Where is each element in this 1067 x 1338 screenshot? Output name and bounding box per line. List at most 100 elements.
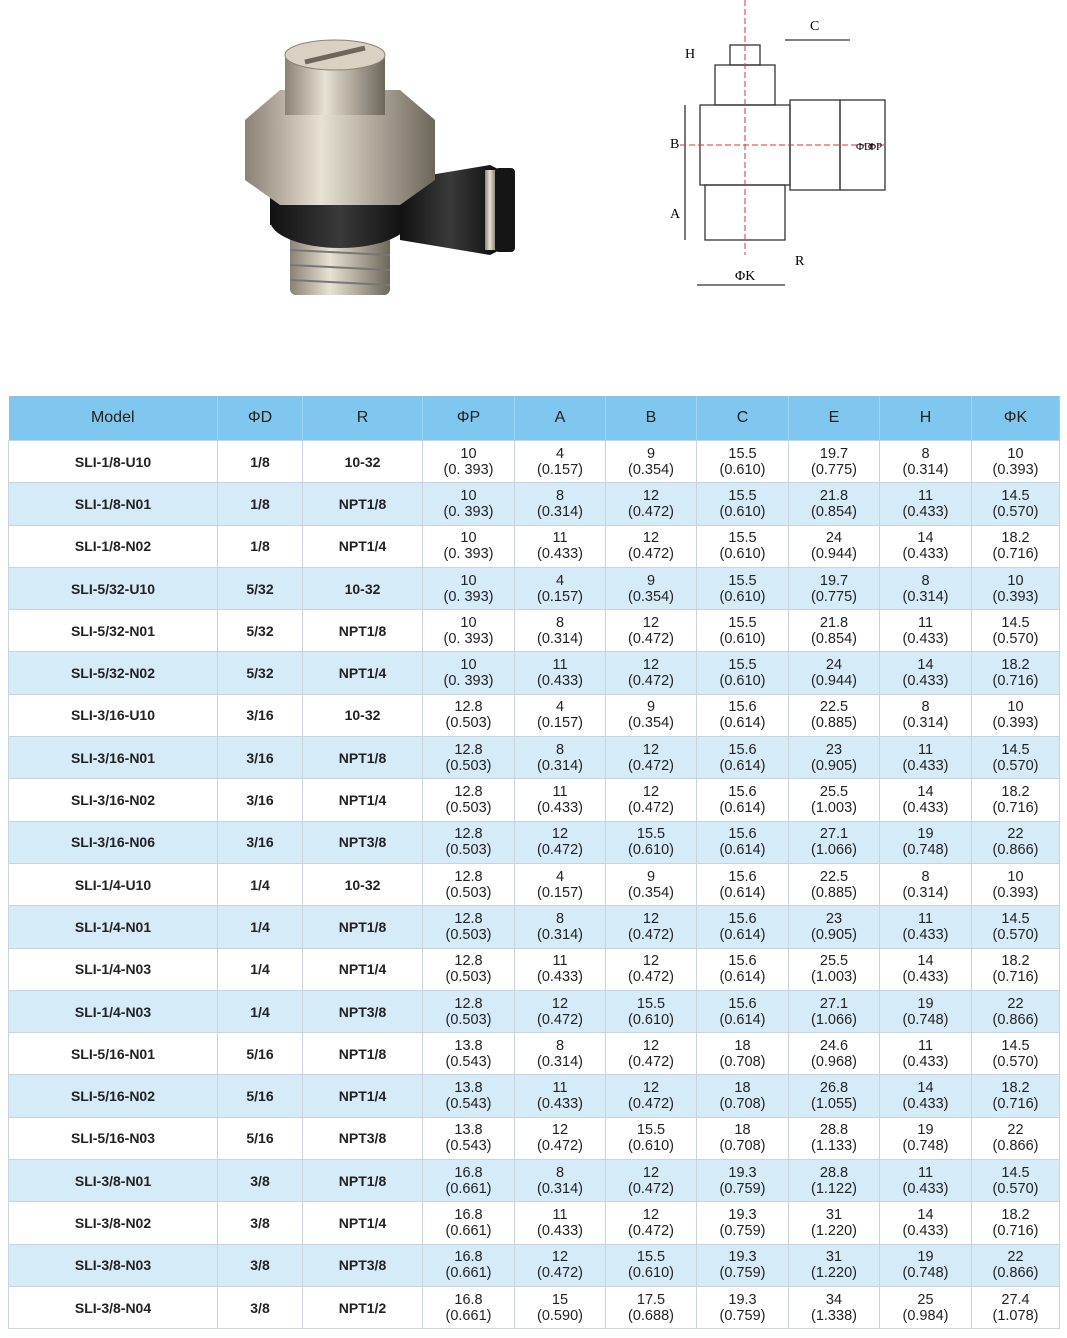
value-inch: (0.472)	[628, 969, 674, 986]
table-row: SLI-1/4-N03 1/4 NPT3/8 12.8 (0.503) 12 (0.472)…	[8, 989, 1060, 1034]
value-inch: (0.393)	[992, 588, 1039, 605]
table-row: SLI-3/16-N01 3/16 NPT1/8 12.8 (0.503) 8 (0.314…	[8, 736, 1060, 780]
value-inch: (0.854)	[811, 503, 857, 520]
cell-c: 15.6 (0.614)	[696, 736, 789, 780]
value-inch: (0.543)	[445, 1138, 492, 1155]
table-row: SLI-1/4-U10 1/4 10-32 12.8 (0.503) 4 (0.157) 9(…	[8, 862, 1060, 907]
cell-b: 12 (0.472)	[605, 524, 697, 568]
cell-b: 9 (0.354)	[605, 566, 697, 611]
table-row: SLI-3/16-U10 3/16 10-32 12.8 (0.503) 4 (0.157)…	[8, 693, 1060, 738]
value-mm: 28.8	[819, 1122, 849, 1139]
value-mm: 18	[734, 1122, 751, 1139]
value-inch: (0.748)	[902, 1138, 949, 1155]
value-inch: (0.614)	[719, 1011, 766, 1028]
value-mm: 15.5	[636, 995, 666, 1012]
value-inch: (0.570)	[992, 503, 1039, 520]
value-inch: (0.570)	[992, 1180, 1039, 1197]
cell-r: NPT1/8	[302, 1032, 423, 1076]
cell-c: 15.6 (0.614)	[696, 947, 789, 991]
value-mm: 22	[1007, 826, 1024, 843]
value-mm: 13.8	[454, 1037, 483, 1054]
value-mm: 19.3	[728, 1249, 757, 1266]
value-inch: (0.716)	[992, 1096, 1039, 1113]
value-mm: 14.5	[1001, 741, 1030, 758]
cell-model: SLI-1/8-N02	[8, 524, 218, 568]
value-mm: 19.3	[728, 1291, 757, 1308]
value-inch: (0.354)	[628, 884, 674, 901]
value-mm: 15.5	[636, 826, 666, 843]
value-mm: 12	[642, 1080, 660, 1097]
cell-c: 15.5 (0.610)	[696, 524, 789, 568]
value-inch: (0.866)	[992, 1265, 1039, 1282]
value-inch: (0.905)	[811, 757, 857, 774]
value-inch: (0.759)	[719, 1265, 766, 1282]
value-inch: (0.472)	[628, 757, 674, 774]
value-mm: 34	[825, 1291, 843, 1308]
value-mm: 21.8	[819, 614, 849, 631]
value-mm: 14	[917, 1080, 934, 1097]
value-mm: 18.2	[1001, 953, 1030, 970]
value-inch: (0.472)	[628, 1096, 674, 1113]
table-row: SLI-5/32-U10 5/32 10-32 10 (0. 393) 4 (0.157) 9…	[8, 566, 1060, 611]
cell-model: SLI-5/32-N02	[8, 651, 218, 695]
value-inch: (0.503)	[445, 800, 492, 817]
value-inch: (0.503)	[445, 715, 492, 732]
cell-a: 11 (0.433)	[514, 524, 606, 568]
header-k: ΦK	[971, 396, 1060, 441]
value-mm: 10	[1007, 868, 1024, 885]
cell-r: 10-32	[302, 566, 423, 611]
value-inch: (0.614)	[719, 757, 766, 774]
cell-k: 10 (0.393)	[971, 693, 1060, 738]
value-mm: 4	[555, 868, 565, 885]
cell-b: 12 (0.472)	[605, 736, 697, 780]
cell-p: 10 (0. 393)	[422, 482, 515, 526]
value-mm: 10	[1007, 699, 1024, 716]
value-mm: 19.3	[728, 1164, 757, 1181]
cell-r: NPT1/4	[302, 651, 423, 695]
cell-r: NPT1/4	[302, 947, 423, 991]
value-inch: (0.661)	[445, 1222, 492, 1239]
value-mm: 12	[642, 953, 660, 970]
value-mm: 11	[917, 741, 934, 758]
value-inch: (0.503)	[445, 842, 492, 859]
table-row: SLI-5/32-N02 5/32 NPT1/4 10 (0. 393) 11 (0.433…	[8, 651, 1060, 695]
cell-model: SLI-3/16-N02	[8, 778, 218, 822]
cell-e: 23 (0.905)	[788, 736, 880, 780]
value-inch: (0.433)	[902, 673, 949, 690]
value-inch: (0.775)	[811, 461, 857, 478]
cell-e: 19.7 (0.775)	[788, 566, 880, 611]
cell-a: 8 (0.314)	[514, 736, 606, 780]
cell-p: 16.8 (0.661)	[422, 1201, 515, 1245]
table-row: SLI-3/8-N03 3/8 NPT3/8 16.8 (0.661) 12 (0.472)…	[8, 1243, 1060, 1287]
cell-h: 14 (0.433)	[879, 1074, 972, 1118]
value-inch: (0.610)	[719, 546, 766, 563]
value-inch: (0.610)	[628, 1138, 674, 1155]
cell-r: NPT1/2	[302, 1285, 423, 1330]
value-inch: (0.472)	[537, 1138, 583, 1155]
value-mm: 11	[917, 487, 934, 504]
value-mm: 14.5	[1001, 1164, 1030, 1181]
value-inch: (0. 393)	[443, 673, 494, 690]
cell-e: 27.1 (1.066)	[788, 989, 880, 1034]
value-mm: 18.2	[1001, 530, 1030, 547]
value-mm: 16.8	[454, 1291, 483, 1308]
value-mm: 10	[460, 657, 477, 674]
value-mm: 21.8	[819, 487, 849, 504]
value-mm: 12	[642, 1206, 660, 1223]
value-inch: (0.157)	[537, 884, 583, 901]
value-inch: (0. 393)	[443, 546, 494, 563]
value-mm: 4	[555, 699, 565, 716]
value-inch: (0.570)	[992, 926, 1039, 943]
cell-k: 10 (0.393)	[971, 566, 1060, 611]
cell-a: 11 (0.433)	[514, 1201, 606, 1245]
cell-k: 14.5 (0.570)	[971, 736, 1060, 780]
value-mm: 8	[555, 614, 565, 631]
cell-a: 8 (0.314)	[514, 1159, 606, 1203]
value-mm: 12	[642, 657, 660, 674]
cell-p: 10 (0. 393)	[422, 651, 515, 695]
table-row: SLI-5/32-N01 5/32 NPT1/8 10 (0. 393) 8 (0.314)…	[8, 609, 1060, 653]
value-mm: 18	[734, 1080, 751, 1097]
value-inch: (0.472)	[628, 926, 674, 943]
cell-b: 15.5 (0.610)	[605, 989, 697, 1034]
value-mm: 11	[917, 1164, 934, 1181]
